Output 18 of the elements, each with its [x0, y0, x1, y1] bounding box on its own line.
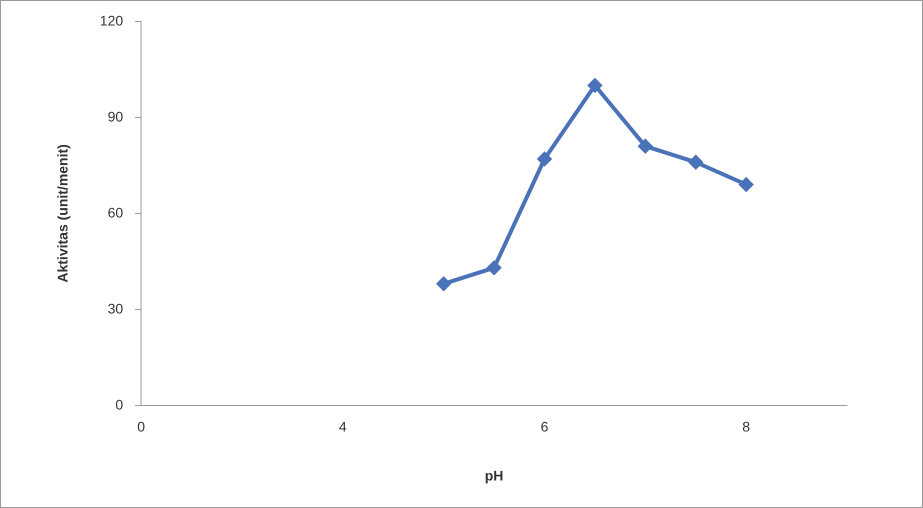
point: [738, 177, 754, 192]
x-tick-label: 6: [540, 418, 549, 435]
x-tick-label: 0: [137, 418, 146, 435]
point: [638, 138, 653, 154]
x-axis-title: pH: [484, 467, 504, 484]
point: [486, 260, 502, 276]
y-tick-label: 0: [115, 396, 124, 412]
point: [436, 276, 452, 292]
point: [536, 152, 552, 166]
x-tick-label: 8: [742, 418, 750, 435]
y-tick-label: 60: [108, 204, 124, 220]
point: [587, 78, 602, 93]
point: [688, 154, 704, 170]
y-tick-label: 30: [108, 300, 124, 316]
y-tick-label: 90: [108, 108, 124, 124]
x-tick-label: 4: [338, 418, 347, 435]
y-axis-title: Aktivitas (unit/menit): [54, 144, 70, 283]
y-tick-label: 120: [100, 12, 124, 28]
